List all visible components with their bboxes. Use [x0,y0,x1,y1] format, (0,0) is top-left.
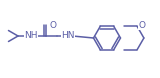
Text: O: O [139,21,146,30]
Text: HN: HN [61,32,75,40]
Text: NH: NH [24,32,38,40]
Text: O: O [49,21,56,29]
